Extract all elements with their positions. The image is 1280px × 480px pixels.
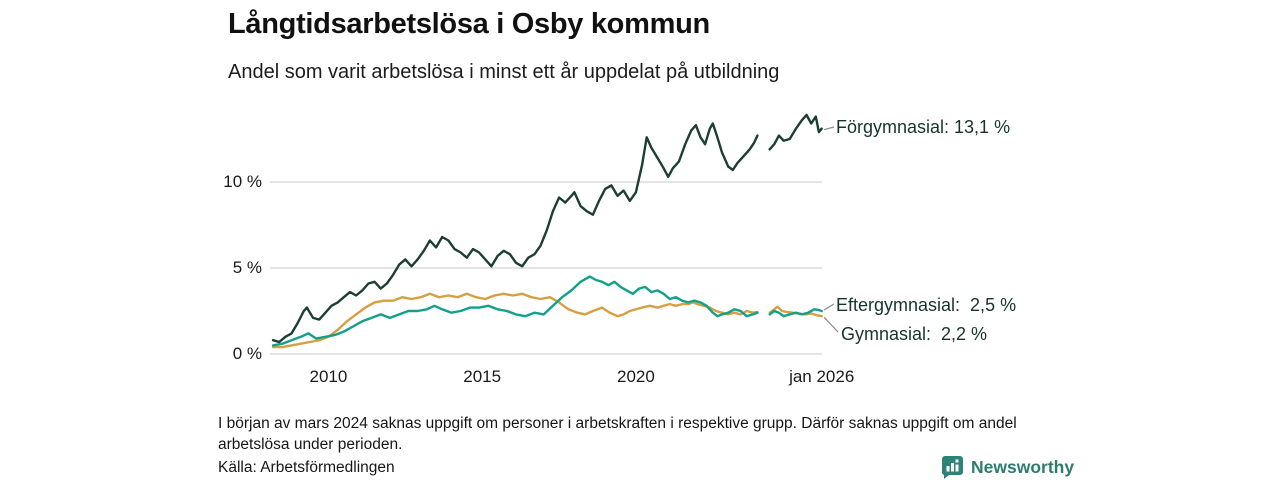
x-tick-label: 2010 — [309, 367, 348, 386]
series-line-eftergymnasial — [768, 308, 823, 318]
series-line-eftergymnasial — [271, 275, 759, 347]
label-leader-line — [823, 126, 835, 131]
chart-subtitle: Andel som varit arbetslösa i minst ett å… — [228, 61, 780, 83]
newsworthy-icon — [941, 455, 964, 479]
series-label-eftergymnasial: Eftergymnasial: 2,5 % — [836, 295, 1017, 315]
page-title: Långtidsarbetslösa i Osby kommun — [228, 8, 710, 40]
source-attribution: Källa: Arbetsförmedlingen — [218, 459, 395, 476]
newsworthy-logo: Newsworthy — [941, 455, 1074, 479]
x-tick-label: jan 2026 — [789, 367, 855, 386]
series-label-gymnasial: Gymnasial: 2,2 % — [841, 324, 988, 344]
series-line-gymnasial — [271, 292, 759, 349]
x-tick-label: 2015 — [463, 367, 502, 386]
y-tick-label: 10 % — [223, 172, 262, 191]
y-tick-label: 0 % — [232, 344, 262, 363]
label-leader-line — [823, 303, 835, 311]
x-tick-label: 2020 — [617, 367, 655, 386]
series-line-förgymnasial — [768, 113, 823, 151]
series-label-forgymnasial: Förgymnasial: 13,1 % — [836, 117, 1011, 137]
label-leader-line — [823, 316, 839, 333]
series-line-förgymnasial — [271, 122, 759, 344]
newsworthy-wordmark: Newsworthy — [971, 456, 1075, 477]
chart-footnote: I början av mars 2024 saknas uppgift om … — [218, 415, 1017, 453]
y-tick-label: 5 % — [232, 258, 262, 277]
